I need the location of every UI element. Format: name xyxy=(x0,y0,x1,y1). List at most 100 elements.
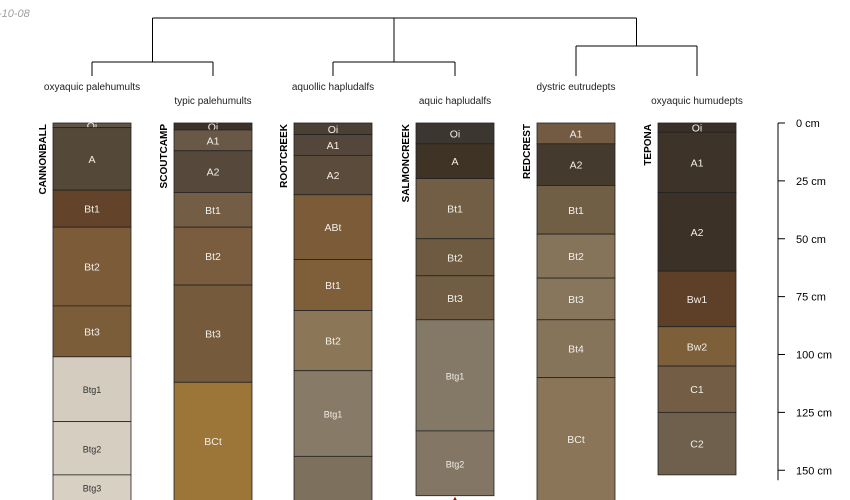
horizon-bt1 xyxy=(293,259,373,311)
horizon-label: C2 xyxy=(690,439,704,451)
horizon-c2 xyxy=(657,411,737,476)
taxon-label: dystric eutrudepts xyxy=(537,82,616,93)
horizon-label: Oi xyxy=(208,121,219,133)
horizon-bt3 xyxy=(52,305,132,358)
horizon-label: A2 xyxy=(691,227,704,239)
horizon-btg1 xyxy=(415,319,495,432)
horizon-btg1 xyxy=(52,356,132,423)
horizon-label: Bt2 xyxy=(447,252,463,264)
horizon-bt1 xyxy=(536,185,616,235)
horizon-btg1 xyxy=(293,370,373,457)
profile-id-label: ROOTCREEK xyxy=(279,123,290,188)
taxon-label: oxyaquic humudepts xyxy=(651,96,743,107)
horizon-btg2 xyxy=(415,430,495,497)
taxon-label: aquic hapludalfs xyxy=(419,96,491,107)
horizon-label: A2 xyxy=(570,160,583,172)
horizon-label: A1 xyxy=(570,128,583,140)
horizon-label: A2 xyxy=(207,167,220,179)
horizon-a xyxy=(52,127,132,191)
depth-tick-label: 100 cm xyxy=(796,350,832,362)
horizon-a2 xyxy=(293,155,373,196)
horizon-label: Btg3 xyxy=(83,483,102,493)
horizon-btg2 xyxy=(52,421,132,476)
depth-tick-label: 150 cm xyxy=(796,465,832,477)
horizon-label: Btg1 xyxy=(83,385,102,395)
date-stamp: -10-08 xyxy=(0,8,30,20)
horizon-bct xyxy=(173,381,253,500)
depth-tick-label: 50 cm xyxy=(796,234,826,246)
horizon-label: Btg1 xyxy=(446,371,465,381)
depth-tick-label: 0 cm xyxy=(796,118,820,130)
horizon-label: A1 xyxy=(207,135,220,147)
warning-triangle-icon xyxy=(453,496,457,500)
horizon-label: A1 xyxy=(327,140,340,152)
horizon-a xyxy=(415,143,495,179)
horizon-label: Bt2 xyxy=(325,336,341,348)
horizon-label: Bt1 xyxy=(447,204,463,216)
horizon-bt4 xyxy=(536,319,616,379)
horizon-label: A xyxy=(451,156,458,168)
horizon-label: Bt2 xyxy=(205,251,221,263)
horizon-bt2 xyxy=(173,226,253,286)
depth-tick-label: 75 cm xyxy=(796,292,826,304)
taxon-label: aquollic hapludalfs xyxy=(292,82,374,93)
horizon-btg3 xyxy=(52,474,132,500)
horizon-a2 xyxy=(657,192,737,272)
marker xyxy=(453,496,457,500)
horizon-label: C1 xyxy=(690,384,704,396)
profile-id-label: SALMONCREEK xyxy=(401,123,412,202)
horizon-c1 xyxy=(657,365,737,413)
horizon-bt2 xyxy=(536,233,616,279)
taxon-label: oxyaquic palehumults xyxy=(44,82,140,93)
dendrogram xyxy=(91,17,698,76)
horizon-label: Bw2 xyxy=(687,341,708,353)
horizon-bt3 xyxy=(173,284,253,383)
profile-id-label: SCOUTCAMP xyxy=(159,124,170,189)
horizon-bt2 xyxy=(52,226,132,307)
profile-redcrest: A1 A2 Bt1 Bt2 Bt3 Bt4 BCt REDCREST xyxy=(522,122,616,500)
depth-tick-label: 125 cm xyxy=(796,407,832,419)
horizon-a2 xyxy=(536,143,616,186)
horizon-label: Oi xyxy=(692,123,703,135)
horizon-bt1 xyxy=(415,178,495,240)
horizon-label: Btg1 xyxy=(324,410,343,420)
horizon-bw1 xyxy=(657,270,737,328)
horizon-label: A2 xyxy=(327,170,340,182)
depth-axis: 0 cm 25 cm 50 cm 75 cm 100 cm 125 cm 150 cm xyxy=(777,118,832,481)
horizon-label: Bt3 xyxy=(205,329,221,341)
horizon-abt xyxy=(293,194,373,260)
horizon-label: Btg2 xyxy=(446,459,465,469)
horizon-label: Bt1 xyxy=(84,204,100,216)
horizon-bt1 xyxy=(52,189,132,228)
horizon-label: Btg2 xyxy=(83,444,102,454)
profile-id-label: REDCREST xyxy=(522,124,533,179)
depth-tick-label: 25 cm xyxy=(796,176,826,188)
profile-cannonball: Oi A Bt1 Bt2 Bt3 Btg1 Btg2 Btg3 CANNONBALL xyxy=(38,120,132,500)
horizon-label: Bt1 xyxy=(205,205,221,217)
profile-rootcreek: Oi A1 A2 ABt Bt1 Bt2 Btg1 ROOTCREEK xyxy=(279,122,373,500)
horizon-label: Bt1 xyxy=(325,280,341,292)
horizon-label: Oi xyxy=(450,128,461,140)
horizon-a2 xyxy=(173,150,253,193)
profile-salmoncreek: Oi A Bt1 Bt2 Bt3 Btg1 Btg2 SALMONCREEK xyxy=(401,122,495,497)
taxa-labels: oxyaquic palehumults typic palehumults aqu… xyxy=(44,82,743,107)
horizon-label: Bt1 xyxy=(568,205,584,217)
horizon-label: Oi xyxy=(87,120,98,132)
horizon-label: Bt2 xyxy=(568,251,584,263)
soil-profiles: Oi A Bt1 Bt2 Bt3 Btg1 Btg2 Btg3 CANNONBALL Oi A1 A2… xyxy=(38,120,737,500)
horizon-label: Oi xyxy=(328,124,339,136)
horizon-bw2 xyxy=(657,326,737,367)
horizon-label: Bt2 xyxy=(84,262,100,274)
horizon-label: Bw1 xyxy=(687,294,708,306)
horizon-label: A xyxy=(88,154,95,166)
horizon-label: Bt3 xyxy=(568,294,584,306)
profile-scoutcamp: Oi A1 A2 Bt1 Bt2 Bt3 BCt SCOUTCAMP xyxy=(159,121,253,500)
horizon-label: BCt xyxy=(567,434,585,446)
horizon-label: BCt xyxy=(204,436,222,448)
horizon-label: A1 xyxy=(691,157,704,169)
horizon-bct xyxy=(536,377,616,500)
horizon-label: Bt4 xyxy=(568,344,584,356)
horizon-unnamed xyxy=(293,455,373,500)
horizon-label: ABt xyxy=(325,222,342,234)
